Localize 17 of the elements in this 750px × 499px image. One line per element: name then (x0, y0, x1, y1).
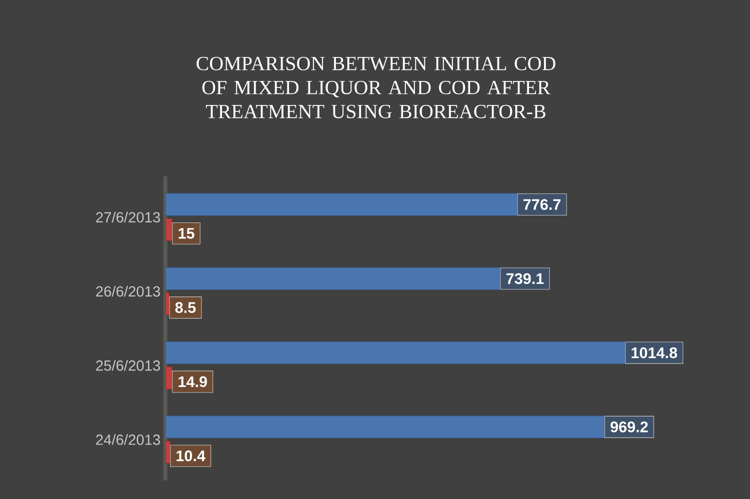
y-tick-label: 24/6/2013 (96, 434, 160, 445)
y-tick-label: 27/6/2013 (96, 212, 160, 222)
bar (165, 366, 172, 390)
data-label: 1014.8 (632, 347, 678, 358)
bar (165, 292, 170, 316)
y-tick-label: 25/6/2013 (96, 360, 160, 371)
data-label: 10.4 (176, 450, 206, 462)
bar (165, 440, 170, 464)
data-label: 776.7 (523, 199, 561, 210)
y-tick-label: 26/6/2013 (96, 286, 160, 297)
data-label: 969.2 (610, 422, 648, 432)
bar (165, 218, 172, 242)
chart-title: COMPARISON BETWEEN INITIAL COD OF MIXED LIQUOR AND COD AFTER TREATMENT USING BIOREACTOR-B (196, 56, 556, 118)
data-label: 8.5 (175, 302, 196, 313)
data-label: 15 (178, 228, 194, 239)
data-label: 14.9 (178, 376, 207, 388)
data-label: 739.1 (506, 273, 544, 284)
